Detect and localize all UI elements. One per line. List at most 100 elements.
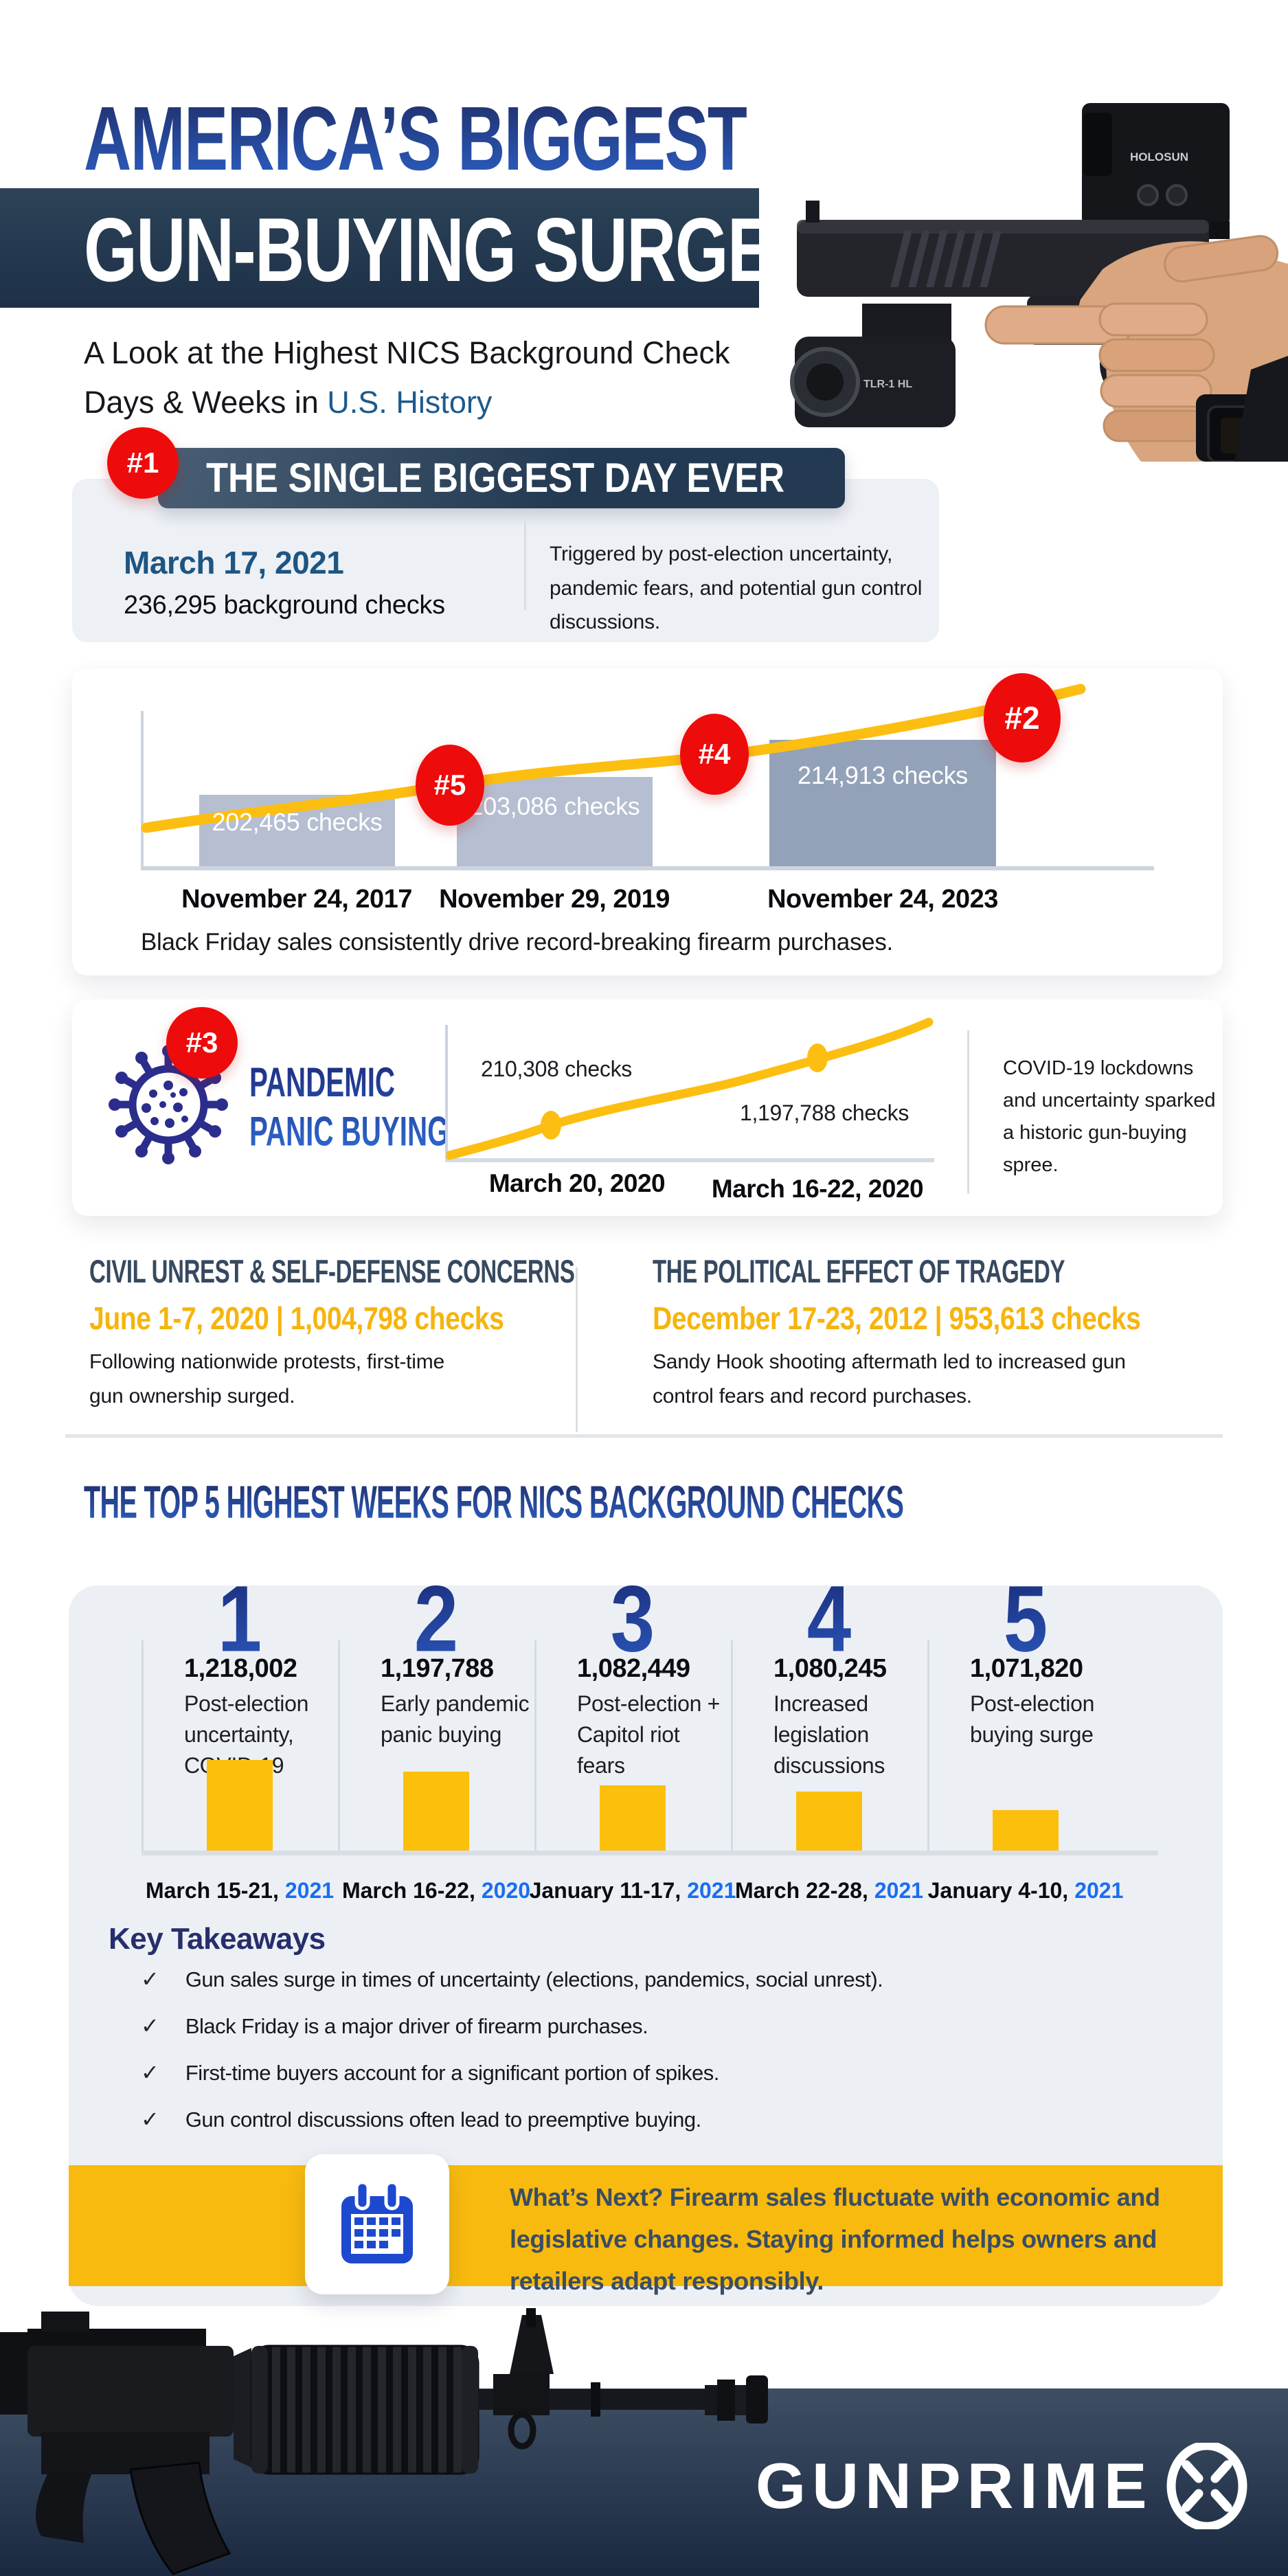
biggest-day-banner-title: THE SINGLE BIGGEST DAY EVER <box>206 455 785 501</box>
pandemic-line-chart <box>447 1017 934 1160</box>
bf-bar-label-2017: 202,465 checks <box>212 808 383 836</box>
pandemic-title-line2: PANIC BUYING <box>249 1107 449 1155</box>
biggest-day-banner: THE SINGLE BIGGEST DAY EVER <box>158 448 845 508</box>
top5-value-2: 1,197,788 <box>381 1654 494 1683</box>
page-subtitle: A Look at the Highest NICS Background Ch… <box>84 328 771 427</box>
top5-desc-4: Increased legislation discussions <box>773 1691 885 1778</box>
check-icon: ✓ <box>141 1967 159 1991</box>
gunprime-logo: GUNPRIME <box>756 2443 1251 2529</box>
rifle-photo <box>0 2308 783 2576</box>
top5-rank-5: 5 <box>932 1565 1119 1673</box>
biggest-day-desc: Triggered by post-election uncertainty, … <box>550 543 923 633</box>
top5-desc-3: Post-election + Capitol riot fears <box>577 1691 721 1778</box>
takeaway-item-1: ✓ Gun sales surge in times of uncertaint… <box>141 1966 883 1992</box>
weapon-light-icon <box>862 304 951 342</box>
red-dot-optic-icon <box>1082 103 1230 227</box>
pandemic-y-axis <box>445 1025 448 1160</box>
takeaway-text-2: Black Friday is a major driver of firear… <box>185 2014 648 2038</box>
takeaway-text-4: Gun control discussions often lead to pr… <box>185 2108 701 2132</box>
bf-bar-2019 <box>457 777 653 866</box>
calendar-card <box>305 2154 449 2294</box>
rank-badge-4: #4 <box>680 714 749 795</box>
light-brand-label: TLR-1 HL <box>863 379 912 390</box>
subtitle-line1: A Look at the Highest NICS Background Ch… <box>84 335 730 370</box>
rank-badge-5: #5 <box>416 745 484 826</box>
top5-date-1-text: March 15-21, <box>145 1878 279 1903</box>
col-border-3 <box>534 1640 536 1853</box>
bf-trend-line <box>141 683 1086 833</box>
col-border-1 <box>142 1640 144 1853</box>
top5-value-3: 1,082,449 <box>577 1654 690 1683</box>
top5-rank-3: 3 <box>539 1565 726 1673</box>
events-divider <box>576 1267 578 1432</box>
pandemic-point2-date: March 16-22, 2020 <box>711 1175 924 1203</box>
top5-date-2-year: 2020 <box>481 1878 531 1903</box>
civil-unrest-heading: CIVIL UNREST & SELF-DEFENSE CONCERNS <box>89 1254 575 1290</box>
col-border-5 <box>927 1640 929 1853</box>
top5-bar-1 <box>207 1760 273 1853</box>
top5-baseline <box>142 1851 1158 1855</box>
top5-date-1-year: 2021 <box>284 1878 335 1903</box>
whats-next-bar <box>69 2165 1223 2286</box>
page-title-line2: GUN-BUYING SURGES <box>84 199 818 301</box>
pandemic-point2-label: 1,197,788 checks <box>739 1100 909 1125</box>
tragedy-heading: THE POLITICAL EFFECT OF TRAGEDY <box>653 1254 1065 1290</box>
subtitle-accent: U.S. History <box>327 385 493 420</box>
takeaway-item-3: ✓ First-time buyers account for a signif… <box>141 2059 719 2086</box>
top5-desc-5: Post-election buying surge <box>970 1691 1095 1747</box>
top5-bar-3 <box>600 1785 666 1853</box>
check-icon: ✓ <box>141 2107 159 2132</box>
top5-date-5-year: 2021 <box>1074 1878 1124 1903</box>
top5-value-1: 1,218,002 <box>184 1654 297 1683</box>
rank-badge-1: #1 <box>107 427 179 499</box>
top5-date-4-year: 2021 <box>874 1878 924 1903</box>
top5-date-5-text: January 4-10, <box>927 1878 1069 1903</box>
section-divider <box>65 1434 1223 1438</box>
bf-x-axis <box>141 866 1154 870</box>
col-border-4 <box>731 1640 733 1853</box>
top5-date-4-text: March 22-28, <box>734 1878 868 1903</box>
gunprime-logo-text: GUNPRIME <box>756 2450 1153 2522</box>
pandemic-desc: COVID-19 lockdowns and uncertainty spark… <box>1003 1057 1216 1176</box>
page-title-line1: AMERICA’S BIGGEST <box>84 87 748 191</box>
bf-date-2023: November 24, 2023 <box>767 885 998 914</box>
top5-date-5: January 4-10, 2021 <box>914 1878 1138 1903</box>
bf-caption: Black Friday sales consistently drive re… <box>141 929 893 956</box>
takeaways-heading: Key Takeaways <box>109 1922 326 1956</box>
biggest-day-divider <box>524 521 526 610</box>
top5-rank-4: 4 <box>736 1565 923 1673</box>
top5-date-4: March 22-28, 2021 <box>717 1878 941 1903</box>
top5-date-3-text: January 11-17, <box>529 1878 681 1903</box>
takeaway-item-2: ✓ Black Friday is a major driver of fire… <box>141 2013 648 2039</box>
gunprime-logo-icon <box>1166 2443 1247 2529</box>
col-border-2 <box>338 1640 340 1853</box>
rank-badge-2: #2 <box>984 673 1061 762</box>
pandemic-point1-label: 210,308 checks <box>481 1057 632 1081</box>
tragedy-stat: December 17-23, 2012 | 953,613 checks <box>653 1300 1141 1336</box>
bf-bar-label-2019: 203,086 checks <box>469 792 640 820</box>
top5-bar-5 <box>993 1810 1059 1853</box>
check-icon: ✓ <box>141 2013 159 2038</box>
calendar-icon <box>341 2180 413 2263</box>
top5-heading: THE TOP 5 HIGHEST WEEKS FOR NICS BACKGRO… <box>84 1476 904 1528</box>
top5-date-2: March 16-22, 2020 <box>324 1878 548 1903</box>
top5-bar-2 <box>403 1772 469 1853</box>
pistol-photo: HOLOSUN TLR-1 HL <box>759 15 1288 463</box>
rank-badge-3: #3 <box>166 1007 238 1078</box>
takeaway-text-3: First-time buyers account for a signific… <box>185 2061 720 2085</box>
takeaway-text-1: Gun sales surge in times of uncertainty … <box>185 1967 883 1991</box>
bf-date-2017: November 24, 2017 <box>181 885 412 914</box>
pandemic-title: PANDEMIC PANIC BUYING <box>249 1058 449 1156</box>
top5-date-3-year: 2021 <box>687 1878 736 1903</box>
optic-brand-label: HOLOSUN <box>1130 150 1188 163</box>
bf-bar-label-2023: 214,913 checks <box>798 761 968 789</box>
takeaway-item-4: ✓ Gun control discussions often lead to … <box>141 2106 701 2132</box>
pandemic-x-axis <box>445 1158 934 1162</box>
top5-desc-2: Early pandemic panic buying <box>381 1691 530 1747</box>
top5-bar-4 <box>796 1792 862 1853</box>
civil-unrest-desc: Following nationwide protests, first-tim… <box>89 1351 445 1408</box>
bf-y-axis <box>141 711 144 869</box>
top5-date-2-text: March 16-22, <box>341 1878 475 1903</box>
top5-rank-2: 2 <box>343 1565 530 1673</box>
